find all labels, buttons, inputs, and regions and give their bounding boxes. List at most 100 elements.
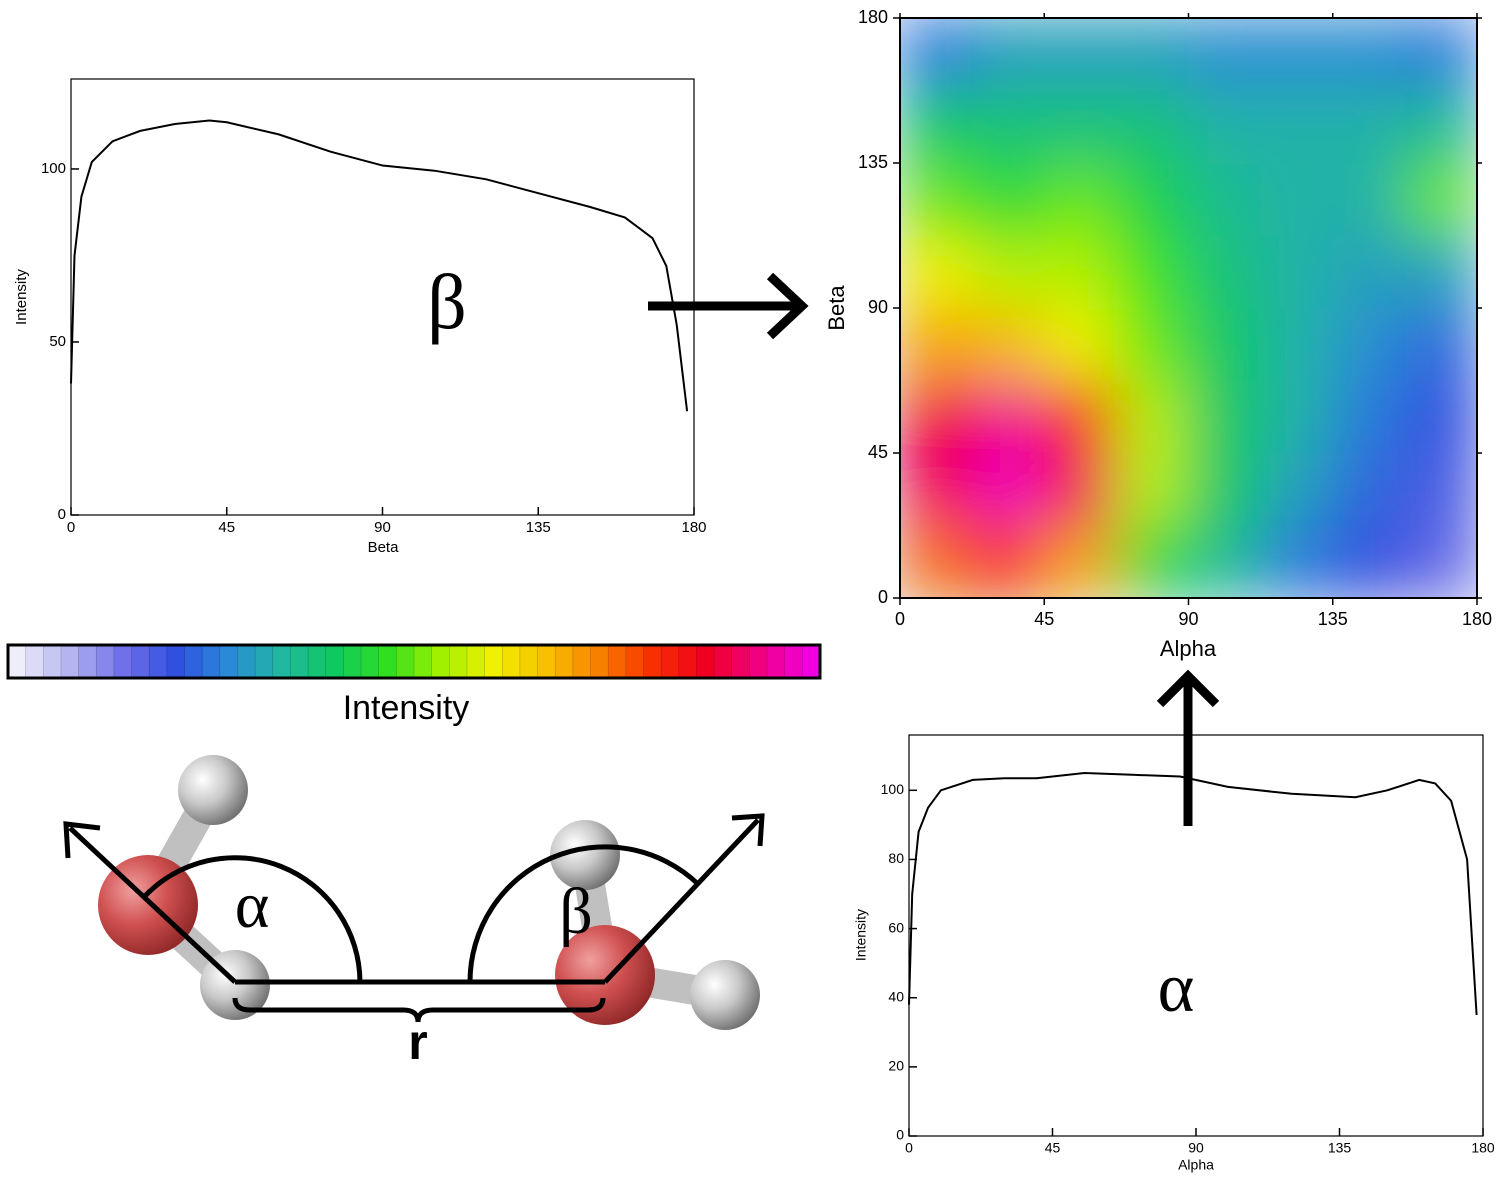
y-tick-label: 50 (49, 333, 66, 350)
heatmap-cell (1116, 90, 1189, 164)
y-tick-label: 60 (888, 919, 904, 935)
heatmap-cell (1404, 18, 1477, 92)
colorbar-swatch (573, 645, 591, 678)
plot-frame (909, 735, 1483, 1136)
colorbar-swatch (343, 645, 361, 678)
colorbar-swatch (220, 645, 238, 678)
angle-label: α (235, 869, 270, 942)
colorbar-swatch (520, 645, 538, 678)
x-axis-label: Alpha (1178, 1157, 1214, 1173)
colorbar-swatch (679, 645, 697, 678)
heatmap-cell (900, 163, 973, 237)
heatmap-cell (900, 235, 973, 309)
colorbar-swatch (255, 645, 273, 678)
colorbar-swatch (732, 645, 750, 678)
heatmap-cell (1188, 18, 1261, 92)
heatmap-cell (1044, 380, 1117, 454)
x-tick-label: 135 (1328, 1140, 1352, 1156)
x-tick-label: 45 (1034, 609, 1054, 629)
colorbar-swatch (26, 645, 44, 678)
y-tick-label: 20 (888, 1058, 904, 1074)
heatmap-cell (1332, 308, 1405, 382)
colorbar-swatch (626, 645, 644, 678)
heatmap-cell (1044, 90, 1117, 164)
colorbar-swatch (379, 645, 397, 678)
heatmap-cell (1404, 308, 1477, 382)
heatmap-cell (1332, 90, 1405, 164)
colorbar-swatch (696, 645, 714, 678)
heatmap-cell (1116, 163, 1189, 237)
heatmap-cell (1404, 453, 1477, 527)
colorbar-swatch (273, 645, 291, 678)
heatmap-cell (1116, 235, 1189, 309)
x-tick-label: 180 (681, 519, 706, 536)
heatmap-cell (1260, 380, 1333, 454)
heatmap-cell (900, 380, 973, 454)
colorbar-swatch (485, 645, 503, 678)
heatmap-cell (1116, 453, 1189, 527)
y-tick-label: 80 (888, 850, 904, 866)
heatmap-cell (1404, 163, 1477, 237)
heatmap-cell (1260, 308, 1333, 382)
heatmap-cell (1260, 453, 1333, 527)
colorbar-swatch (290, 645, 308, 678)
heatmap-cell (1188, 453, 1261, 527)
x-tick-label: 135 (1318, 609, 1348, 629)
heatmap-cell (1260, 90, 1333, 164)
plot-frame (71, 79, 694, 515)
colorbar-swatch (114, 645, 132, 678)
y-axis-label: Intensity (13, 269, 30, 325)
heatmap-cell (1332, 525, 1405, 599)
heatmap-cell (972, 90, 1045, 164)
figure: α β r 04590135180050100BetaIntensityβ045… (0, 0, 1501, 1178)
y-tick-label: 180 (858, 7, 888, 27)
colorbar-swatch (396, 645, 414, 678)
colorbar-swatch (555, 645, 573, 678)
colorbar-swatch (43, 645, 61, 678)
colorbar-swatch (538, 645, 556, 678)
colorbar-swatch (79, 645, 97, 678)
molecule-diagram (66, 755, 762, 1030)
x-tick-label: 180 (1462, 609, 1492, 629)
y-tick-label: 135 (858, 152, 888, 172)
heatmap-cell (1260, 163, 1333, 237)
page: {"chart_data": [ {"type": "line", "annot… (0, 0, 1501, 1178)
x-tick-label: 0 (895, 609, 905, 629)
heatmap-clip (900, 18, 1478, 599)
y-tick-label: 45 (868, 442, 888, 462)
heatmap-cell (1044, 525, 1117, 599)
colorbar-swatch (467, 645, 485, 678)
annotation: α (1158, 950, 1195, 1027)
colorbar-swatch (96, 645, 114, 678)
colorbar-swatch (414, 645, 432, 678)
heatmap-cell (1044, 453, 1117, 527)
x-axis-label: Alpha (1160, 636, 1217, 661)
heatmap-cell (1044, 18, 1117, 92)
colorbar-swatch (361, 645, 379, 678)
heatmap-cell (900, 525, 973, 599)
colorbar-swatch (661, 645, 679, 678)
heatmap-cell (1188, 308, 1261, 382)
colorbar-swatch (749, 645, 767, 678)
colorbar-swatch (802, 645, 820, 678)
x-tick-label: 90 (1178, 609, 1198, 629)
heatmap-cell (1116, 18, 1189, 92)
colorbar-swatch (326, 645, 344, 678)
colorbar-swatch (308, 645, 326, 678)
heatmap-cell (1404, 525, 1477, 599)
heatmap-cell (972, 525, 1045, 599)
x-tick-label: 0 (67, 519, 75, 536)
arrow-up (1160, 676, 1216, 826)
heatmap-cell (1260, 18, 1333, 92)
heatmap-cell (1188, 90, 1261, 164)
heatmap-cell (1188, 525, 1261, 599)
angle-label: β (559, 875, 593, 948)
heatmap-cell (1332, 235, 1405, 309)
colorbar-swatch (449, 645, 467, 678)
colorbar-swatch (591, 645, 609, 678)
colorbar-swatch (502, 645, 520, 678)
x-axis-label: Beta (368, 539, 400, 556)
x-tick-label: 90 (374, 519, 391, 536)
x-tick-label: 90 (1188, 1140, 1204, 1156)
heatmap-cell (972, 308, 1045, 382)
